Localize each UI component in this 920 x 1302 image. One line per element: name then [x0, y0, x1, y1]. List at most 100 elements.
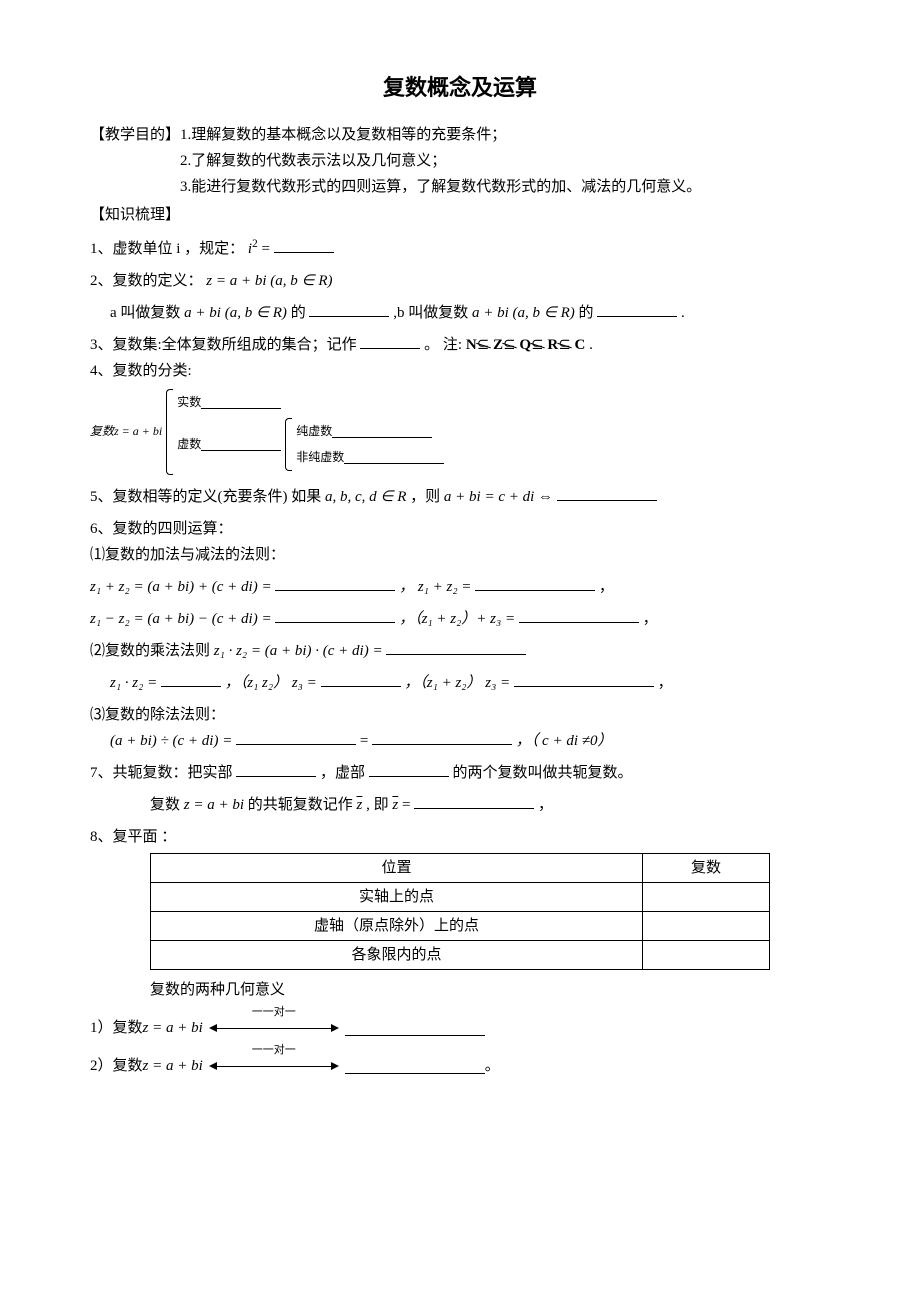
blank-setC: [360, 333, 420, 349]
blank-div2: [372, 729, 512, 745]
diff-line: z₁ − z₂ = (a + bi) − (c + di) = ，（z₁ + z…: [90, 607, 830, 631]
item-8: 7、共轭复数：把实部 ，虚部 的两个复数叫做共轭复数。: [90, 761, 830, 785]
i3d: ,b 叫做复数: [393, 305, 472, 321]
item-4: 3、复数集:全体复数所组成的集合；记作 。 注: N⊆ Z⊆ Q⊆ R⊆ C .: [90, 333, 830, 357]
item-1: 1、虚数单位 i ，规定： i2 =: [90, 235, 830, 261]
geo1a: 1）复数: [90, 1016, 143, 1040]
div-b: =: [360, 733, 372, 749]
div-a: (a + bi) ÷ (c + di) =: [110, 733, 236, 749]
blank-mul: [386, 639, 526, 655]
item-9: 8、复平面 ：: [90, 825, 830, 849]
knowledge-heading: 【知识梳理】: [90, 203, 830, 227]
bijection-arrow-2: 一一对一: [209, 1056, 339, 1076]
conj-c: 的共轭复数记作: [248, 797, 357, 813]
item-7: 6、复数的四则运算：: [90, 517, 830, 541]
i8c: 的两个复数叫做共轭复数。: [453, 765, 633, 781]
sum-c: ，: [599, 579, 614, 595]
arrow-label-1: 一一对一: [209, 1004, 339, 1022]
arrow-label-2: 一一对一: [209, 1042, 339, 1060]
geo1b: z = a + bi: [143, 1016, 203, 1040]
i3c: 的: [291, 305, 306, 321]
blank-geo1: [345, 1020, 485, 1036]
cl-nonpure: 非纯虚数: [296, 448, 344, 467]
row-real-axis: 实轴上的点: [151, 882, 643, 911]
conj-zbar2: z: [392, 797, 398, 813]
diff-b: ，（z₁ + z₂）+ z₃ =: [399, 611, 519, 627]
sum-a: z₁ + z₂ = (a + bi) + (c + di) =: [90, 579, 275, 595]
blank-realpart: [309, 301, 389, 317]
blank-nonpure: [344, 451, 444, 464]
blank-distrib: [514, 671, 654, 687]
item-1-text: 1、虚数单位 i ，规定：: [90, 241, 244, 257]
i3a: a 叫做复数: [110, 305, 184, 321]
classification-tree: 复数z = a + bi 实数 虚数 纯虚数 非纯虚数: [90, 389, 830, 475]
div-c: ，（ c + di ≠0）: [516, 733, 613, 749]
geo-1: 1）复数 z = a + bi 一一对一: [90, 1016, 830, 1040]
item-3: a 叫做复数 a + bi (a, b ∈ R) 的 ,b 叫做复数 a + b…: [90, 301, 830, 325]
cl-imag: 虚数: [177, 435, 201, 454]
th-complex: 复数: [642, 853, 769, 882]
i3f: 的: [578, 305, 593, 321]
set-Z: Z: [493, 337, 503, 353]
conj-e: , 即: [366, 797, 392, 813]
cl-pure: 纯虚数: [296, 422, 332, 441]
goals-label: 【教学目的】: [90, 127, 180, 143]
item-6: 5、复数相等的定义(充要条件) 如果 a, b, c, d ∈ R ，则 a +…: [90, 485, 830, 509]
diff-a: z₁ − z₂ = (a + bi) − (c + di) =: [90, 611, 275, 627]
conj-line: 复数 z = a + bi 的共轭复数记作 z , 即 z = ，: [90, 793, 830, 817]
mul2a: z₁ · z₂ =: [110, 675, 161, 691]
blank-mulcomm: [161, 671, 221, 687]
blank-sum: [275, 575, 395, 591]
i6d: a + bi = c + di: [444, 489, 534, 505]
i4b: 。 注:: [424, 337, 466, 353]
item-7-2: ⑵复数的乘法法则 z₁ · z₂ = (a + bi) · (c + di) =: [90, 639, 830, 663]
set-R: R: [547, 337, 558, 353]
item-2: 2、复数的定义： z = a + bi (a, b ∈ R): [90, 269, 830, 293]
i8b: ，虚部: [320, 765, 365, 781]
mul-a: z₁ · z₂ = (a + bi) · (c + di) =: [214, 643, 387, 659]
cl-label: 复数z = a + bi: [90, 422, 162, 441]
mul2b: ，（z₁ z₂） z₃ =: [225, 675, 321, 691]
goal-1-text: 1.理解复数的基本概念以及复数相等的充要条件；: [180, 127, 506, 143]
i3e: a + bi (a, b ∈ R): [472, 305, 575, 321]
i8a: 7、共轭复数：把实部: [90, 765, 233, 781]
set-Q: Q: [519, 337, 531, 353]
i6e: ⇔: [538, 489, 557, 505]
item-7-3: ⑶复数的除法法则：: [90, 703, 830, 727]
cell-1: [642, 882, 769, 911]
conj-a: 复数: [150, 797, 184, 813]
geo-end: 。: [485, 1054, 500, 1078]
cl-real: 实数: [177, 393, 201, 412]
geo2b: z = a + bi: [143, 1054, 203, 1078]
item-2-text: 2、复数的定义：: [90, 273, 203, 289]
blank-conj: [414, 793, 534, 809]
i4a: 3、复数集:全体复数所组成的集合；记作: [90, 337, 357, 353]
goal-2: 2.了解复数的代数表示法以及几何意义；: [90, 149, 830, 173]
i7-2-label: ⑵复数的乘法法则: [90, 643, 214, 659]
blank-pure: [332, 425, 432, 438]
blank-assoc: [519, 607, 639, 623]
page-title: 复数概念及运算: [90, 70, 830, 105]
set-N: N: [466, 337, 477, 353]
i3g: .: [681, 305, 685, 321]
th-pos: 位置: [151, 853, 643, 882]
blank-eqcond: [557, 485, 657, 501]
blank-diff: [275, 607, 395, 623]
blank-conj-re: [236, 761, 316, 777]
div-line: (a + bi) ÷ (c + di) = = ，（ c + di ≠0）: [90, 729, 830, 753]
sum-line: z₁ + z₂ = (a + bi) + (c + di) = ， z₁ + z…: [90, 575, 830, 599]
z-def: z = a + bi (a, b ∈ R): [206, 273, 332, 289]
blank-sum2: [475, 575, 595, 591]
goal-1: 【教学目的】1.理解复数的基本概念以及复数相等的充要条件；: [90, 123, 830, 147]
bijection-arrow-1: 一一对一: [209, 1018, 339, 1038]
cell-2: [642, 911, 769, 940]
conj-h: ，: [538, 797, 553, 813]
set-C: C: [575, 337, 586, 353]
geo-2: 2）复数 z = a + bi 一一对一 。: [90, 1054, 830, 1078]
blank-geo2: [345, 1058, 485, 1074]
i6a: 5、复数相等的定义(充要条件) 如果: [90, 489, 325, 505]
blank-i2: [274, 237, 334, 253]
row-imag-axis: 虚轴（原点除外）上的点: [151, 911, 643, 940]
i4c: .: [589, 337, 593, 353]
i6c: ，则: [410, 489, 444, 505]
